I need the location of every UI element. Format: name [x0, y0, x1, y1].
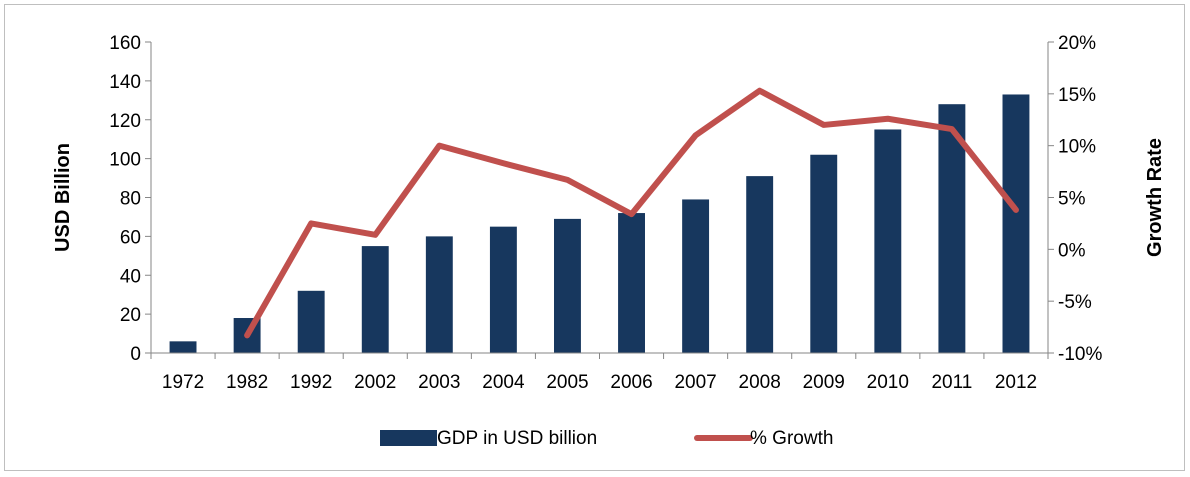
x-tick-label: 2007	[674, 372, 716, 393]
gdp-bar-2007	[682, 199, 709, 353]
right-tick-label: 5%	[1058, 189, 1086, 210]
x-tick-label: 2010	[867, 372, 909, 393]
x-tick-label: 2008	[739, 372, 781, 393]
left-tick-label: 160	[109, 33, 141, 54]
left-tick-label: 80	[120, 189, 141, 210]
x-tick-label: 1982	[226, 372, 268, 393]
gdp-bar-2006	[618, 213, 645, 353]
gdp-bar-2008	[746, 176, 773, 353]
x-tick-label: 2006	[610, 372, 652, 393]
left-tick-label: 40	[120, 266, 141, 287]
gdp-bar-2009	[810, 155, 837, 353]
legend-label-growth: % Growth	[750, 428, 833, 449]
gdp-bar-2004	[490, 227, 517, 353]
chart-frame: 0 20 40 60 80 100 120 140 160 -10% -5% 0% 5% 10% 15% 20…	[4, 4, 1185, 471]
legend-bar-swatch	[380, 430, 437, 446]
left-tick-label: 60	[120, 227, 141, 248]
right-tick-label: 20%	[1058, 33, 1096, 54]
x-tick-label: 2011	[931, 372, 972, 393]
x-tick-label: 2003	[418, 372, 460, 393]
right-tick-label: 15%	[1058, 85, 1096, 106]
right-tick-label: 0%	[1058, 240, 1086, 261]
gdp-bar-2005	[554, 219, 581, 353]
x-tick-label: 2005	[546, 372, 588, 393]
gdp-bar-1972	[170, 341, 197, 353]
legend-label-gdp: GDP in USD billion	[437, 428, 597, 449]
gdp-growth-chart: 0 20 40 60 80 100 120 140 160 -10% -5% 0% 5% 10% 15% 20…	[5, 5, 1186, 472]
y2-axis-title: Growth Rate	[1144, 138, 1166, 257]
gdp-bar-2002	[362, 246, 389, 353]
gdp-bar-2003	[426, 236, 453, 353]
x-tick-label: 2004	[482, 372, 525, 393]
gdp-bar-2012	[1003, 94, 1030, 353]
left-tick-label: 100	[109, 150, 141, 171]
left-tick-label: 120	[109, 111, 141, 132]
left-tick-label: 20	[120, 305, 141, 326]
x-tick-label: 1992	[290, 372, 332, 393]
right-tick-label: -5%	[1058, 292, 1092, 313]
right-tick-label: 10%	[1058, 137, 1096, 158]
gdp-bar-2010	[874, 129, 901, 353]
right-tick-label: -10%	[1058, 344, 1102, 365]
gdp-bar-1992	[298, 291, 325, 353]
y-axis-title: USD Billion	[52, 143, 74, 252]
x-tick-label: 2002	[354, 372, 396, 393]
x-tick-label: 1972	[162, 372, 204, 393]
x-tick-label: 2012	[995, 372, 1037, 393]
x-tick-label: 2009	[803, 372, 845, 393]
left-tick-label: 0	[130, 344, 141, 365]
left-tick-label: 140	[109, 72, 141, 93]
